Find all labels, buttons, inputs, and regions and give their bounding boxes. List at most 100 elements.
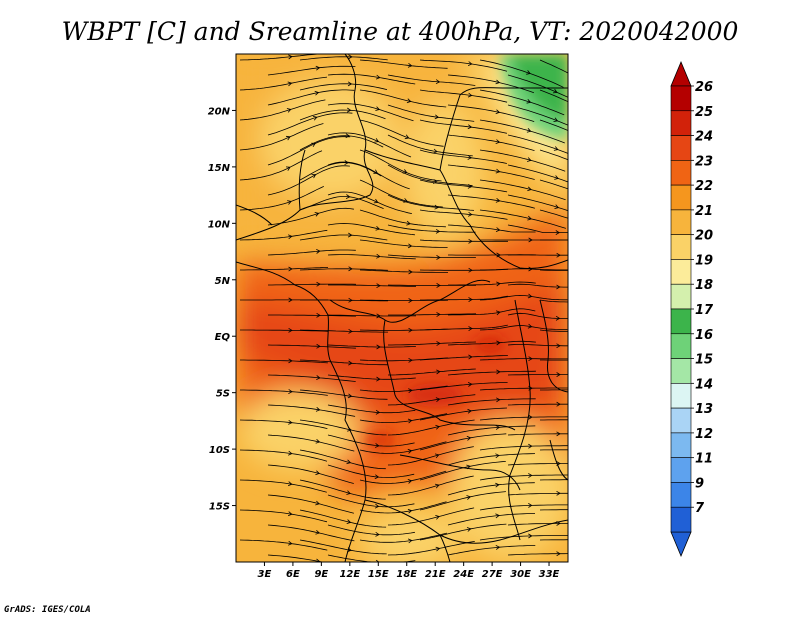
streamline [419,179,508,193]
streamline-arrow [348,54,353,60]
streamline [567,75,568,76]
streamline [507,74,568,98]
colorbar-label: 16 [695,328,713,343]
streamline-arrow [375,106,381,111]
streamline-arrow [495,109,501,115]
streamline [359,299,449,301]
streamline [299,56,388,61]
streamline-arrow [346,459,352,465]
streamline-arrow [467,183,473,189]
streamline-arrow [408,327,413,333]
streamline [419,89,508,103]
streamline [387,446,474,466]
streamline [447,224,536,233]
streamline-arrow [375,531,380,537]
streamline [419,324,508,331]
streamline-arrow [528,356,533,362]
streamline-arrow [288,419,293,425]
streamline-arrow [495,453,500,459]
streamline [359,385,448,392]
grads-credit: GrADS: IGES/COLA [4,605,91,615]
streamline-arrow [495,139,501,144]
streamline [267,404,356,417]
colorbar-swatch [670,457,692,483]
colorbar-swatch [670,358,692,384]
streamline-arrow [373,169,379,174]
streamline [419,59,508,72]
streamline-arrow [407,508,413,514]
streamline [327,161,410,190]
streamline [240,329,329,332]
streamline-arrow [288,327,293,333]
streamline [239,419,328,429]
streamline [479,59,564,88]
streamline-arrow [315,500,320,506]
colorbar-swatch [670,506,692,533]
streamline [239,539,328,551]
streamline [267,554,325,562]
streamline-arrow [345,133,350,139]
streamline-arrow [466,527,472,532]
streamline-arrow [556,431,561,437]
streamline-arrow [435,515,440,520]
streamline-arrow [435,546,441,552]
streamline [299,359,388,366]
streamline [268,283,357,286]
colorbar-label: 23 [695,154,713,169]
streamline-arrow [467,61,473,66]
streamline-arrow [311,174,317,179]
streamline-arrow [436,283,441,288]
streamline-arrow [435,424,440,430]
colorbar-swatch [670,85,692,112]
streamline [387,475,474,496]
streamline-arrow [554,204,560,209]
streamline [479,416,568,421]
streamline-arrow [495,168,501,174]
streamline-arrow [373,198,379,204]
streamline [419,491,506,511]
streamline [327,314,417,317]
streamline-arrow [348,266,353,272]
streamline [479,535,568,541]
streamline [479,358,568,361]
streamline-arrow [311,142,316,148]
streamline-arrow [288,358,293,364]
streamline-arrow [407,538,413,544]
streamline-arrow [526,128,532,133]
colorbar-swatch [670,110,692,136]
streamline [327,494,415,508]
streamline-arrow [555,230,560,235]
streamline [479,294,568,301]
streamline-arrow [376,283,381,289]
streamline [327,254,416,260]
streamline [447,134,535,151]
colorbar-swatch [670,482,692,508]
streamline-arrow [556,343,561,349]
streamline [388,341,476,346]
streamline-arrow [408,269,413,275]
streamline [267,112,353,136]
streamline-arrow [495,310,501,316]
streamline [447,482,535,496]
streamline-arrow [346,519,352,524]
streamline [239,479,327,493]
streamline-arrow [436,369,441,375]
streamline [419,355,508,361]
streamline [359,441,447,454]
streamline-arrow [496,281,501,287]
streamline [448,281,536,286]
streamline-arrow [406,220,411,226]
streamline-arrow [375,74,381,80]
streamline [240,267,329,271]
streamline-arrow [288,389,293,394]
streamline [267,374,356,382]
streamline-arrow [495,227,501,232]
streamline-arrow [434,483,440,489]
colorbar-label: 15 [695,353,713,368]
x-tick-label: 30E [510,569,531,580]
streamline-arrow [374,474,380,480]
streamline-arrow [468,238,473,244]
streamline-arrow [347,81,353,87]
streamline [299,479,386,500]
x-tick-label: 24E [453,569,474,580]
